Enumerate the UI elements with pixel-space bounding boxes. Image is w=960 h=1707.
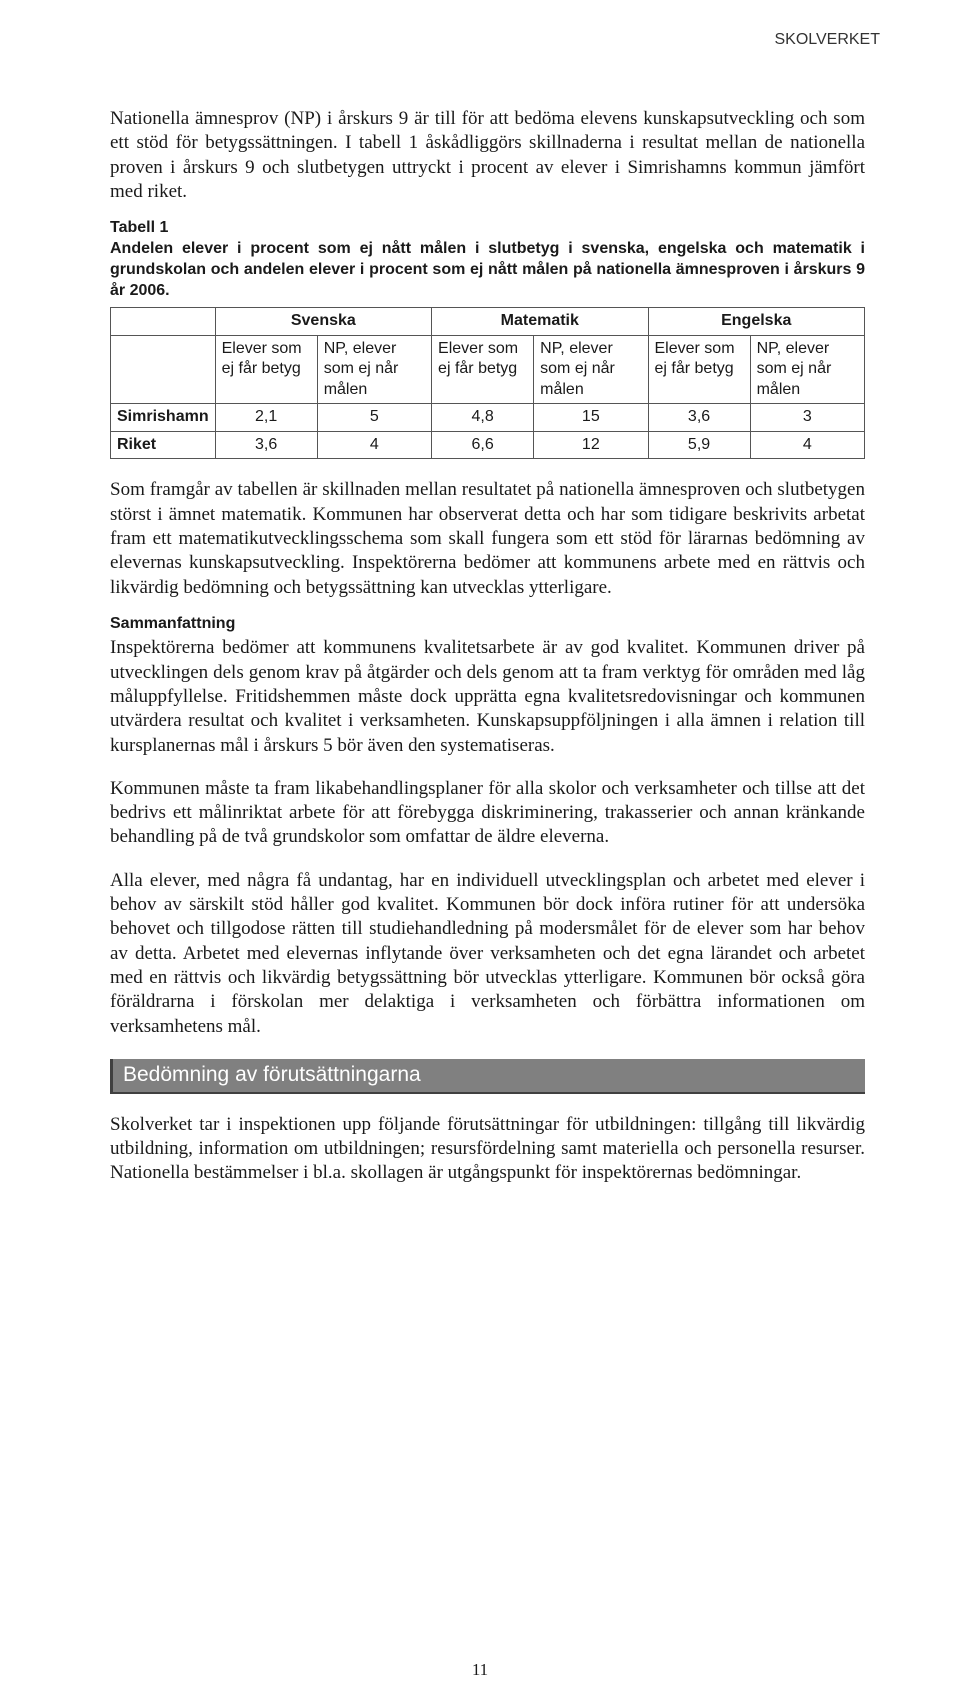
table-caption: Tabell 1 Andelen elever i procent som ej… — [110, 218, 865, 301]
row-label: Riket — [111, 431, 216, 458]
table-label: Tabell 1 — [110, 219, 168, 236]
row-label: Simrishamn — [111, 404, 216, 431]
cell: 12 — [534, 431, 648, 458]
subcol: Elever som ej får betyg — [648, 335, 750, 403]
cell: 3,6 — [648, 404, 750, 431]
subheading-sammanfattning: Sammanfattning — [110, 614, 865, 634]
col-svenska: Svenska — [215, 308, 431, 335]
paragraph-summary-2: Kommunen måste ta fram likabehandlingspl… — [110, 777, 865, 850]
cell: 4 — [750, 431, 864, 458]
col-engelska: Engelska — [648, 308, 865, 335]
table-row: Riket 3,6 4 6,6 12 5,9 4 — [111, 431, 865, 458]
cell: 3,6 — [215, 431, 317, 458]
results-table: Svenska Matematik Engelska Elever som ej… — [110, 307, 865, 459]
cell: 4 — [317, 431, 431, 458]
col-matematik: Matematik — [432, 308, 648, 335]
section-heading: Bedömning av förutsättningarna — [110, 1059, 865, 1094]
table-empty — [111, 335, 216, 403]
cell: 15 — [534, 404, 648, 431]
paragraph-after-table: Som framgår av tabellen är skillnaden me… — [110, 478, 865, 600]
paragraph-summary-3: Alla elever, med några få undantag, har … — [110, 869, 865, 1039]
cell: 6,6 — [432, 431, 534, 458]
cell: 5 — [317, 404, 431, 431]
paragraph-intro: Nationella ämnesprov (NP) i årskurs 9 är… — [110, 107, 865, 204]
table-caption-text: Andelen elever i procent som ej nått mål… — [110, 240, 865, 299]
table-corner — [111, 308, 216, 335]
cell: 5,9 — [648, 431, 750, 458]
table-row: Simrishamn 2,1 5 4,8 15 3,6 3 — [111, 404, 865, 431]
page-number: 11 — [0, 1659, 960, 1681]
header-agency: SKOLVERKET — [774, 30, 880, 50]
subcol: Elever som ej får betyg — [432, 335, 534, 403]
subcol: NP, elever som ej når målen — [534, 335, 648, 403]
cell: 3 — [750, 404, 864, 431]
subcol: Elever som ej får betyg — [215, 335, 317, 403]
subcol: NP, elever som ej når målen — [317, 335, 431, 403]
paragraph-summary-1: Inspektörerna bedömer att kommunens kval… — [110, 636, 865, 758]
paragraph-section: Skolverket tar i inspektionen upp följan… — [110, 1113, 865, 1186]
cell: 4,8 — [432, 404, 534, 431]
cell: 2,1 — [215, 404, 317, 431]
subcol: NP, elever som ej når målen — [750, 335, 864, 403]
